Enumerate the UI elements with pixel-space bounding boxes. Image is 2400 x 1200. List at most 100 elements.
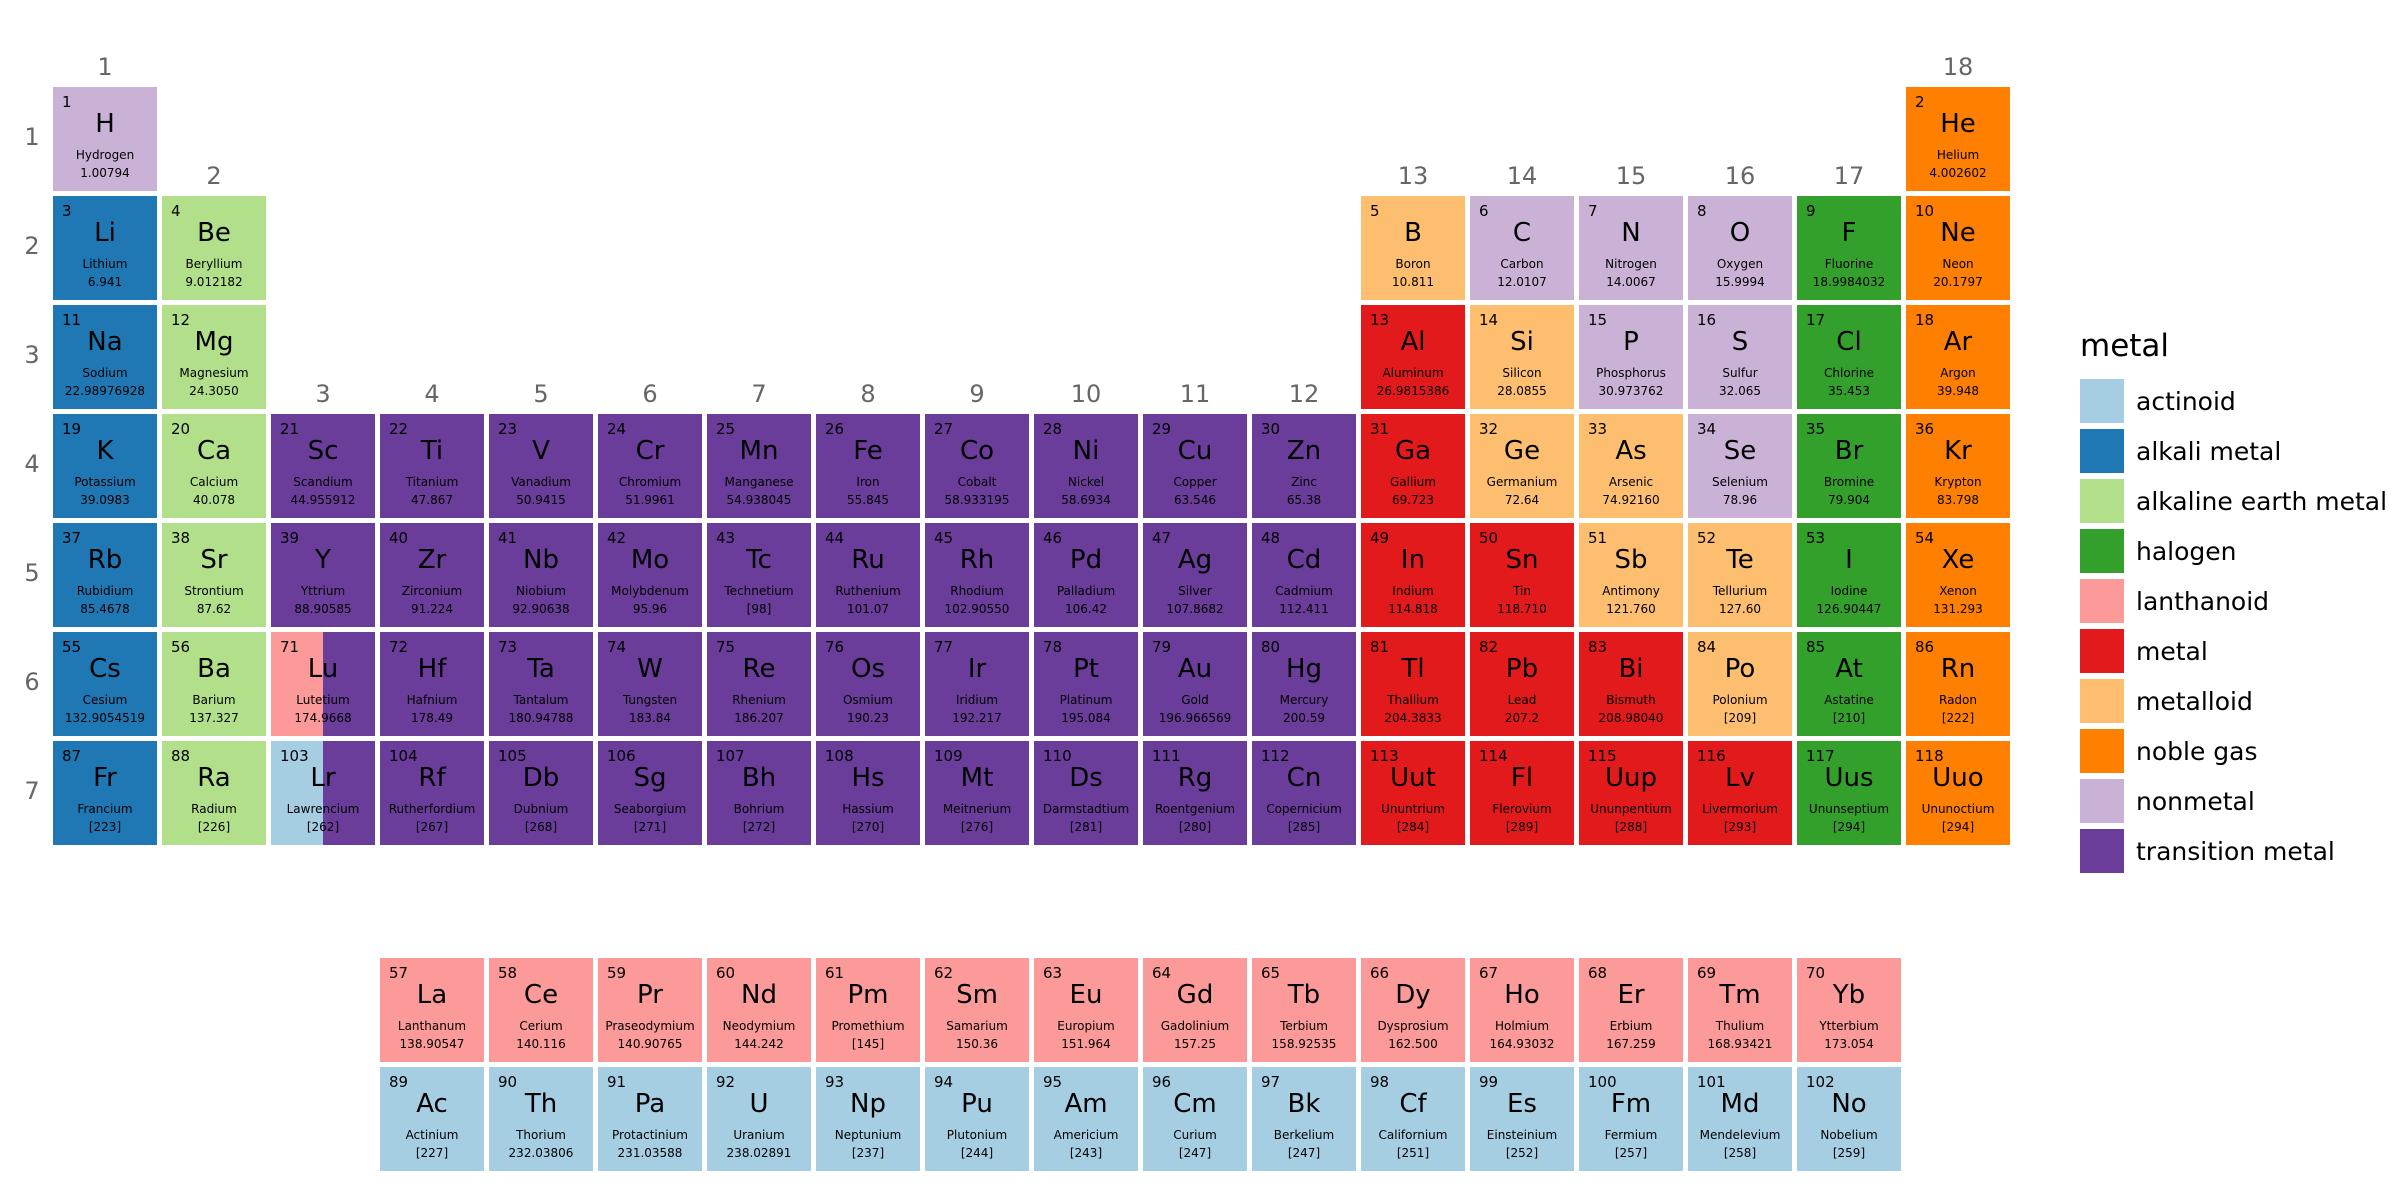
group-label: 17 [1833, 162, 1865, 190]
element-number: 100 [1588, 1073, 1617, 1091]
element-cell: 77 Ir Iridium 192.217 [925, 632, 1029, 736]
element-weight: 200.59 [1283, 711, 1325, 725]
element-weight: 1.00794 [80, 166, 130, 180]
element-cell: 83 Bi Bismuth 208.98040 [1579, 632, 1683, 736]
period-label: 6 [24, 668, 40, 696]
element-cell: 110 Ds Darmstadtium [281] [1034, 741, 1138, 845]
element-weight: [289] [1505, 820, 1539, 834]
element-name: Mendelevium [1699, 1128, 1781, 1142]
element-cell: 44 Ru Ruthenium 101.07 [816, 523, 920, 627]
element-number: 66 [1370, 964, 1390, 982]
element-number: 60 [716, 964, 736, 982]
element-number: 31 [1370, 420, 1390, 438]
element-number: 95 [1043, 1073, 1063, 1091]
element-weight: 127.60 [1719, 602, 1761, 616]
element-symbol: Pr [637, 980, 663, 1010]
element-cell: 61 Pm Promethium [145] [816, 958, 920, 1062]
element-symbol: Ra [197, 763, 231, 793]
element-weight: [251] [1396, 1146, 1430, 1160]
element-weight: 167.259 [1606, 1037, 1656, 1051]
element-cell: 28 Ni Nickel 58.6934 [1034, 414, 1138, 518]
element-symbol: Tb [1287, 980, 1321, 1010]
element-name: Lutetium [296, 693, 350, 707]
element-number: 4 [171, 202, 181, 220]
element-cell: 101 Md Mendelevium [258] [1688, 1067, 1792, 1171]
element-symbol: P [1623, 327, 1639, 357]
period-label: 1 [24, 123, 40, 151]
element-symbol: Ta [527, 654, 555, 684]
element-symbol: Os [850, 654, 885, 684]
element-number: 79 [1152, 638, 1172, 656]
element-symbol: U [749, 1089, 769, 1119]
element-number: 98 [1370, 1073, 1390, 1091]
legend-label: lanthanoid [2136, 586, 2270, 616]
element-cell: 36 Kr Krypton 83.798 [1906, 414, 2010, 518]
element-weight: 74.92160 [1602, 493, 1660, 507]
element-weight: 47.867 [411, 493, 453, 507]
element-number: 55 [62, 638, 82, 656]
element-name: Arsenic [1608, 475, 1654, 489]
element-symbol: Kr [1944, 436, 1972, 466]
element-weight: [209] [1723, 711, 1757, 725]
element-cell: 113 Uut Ununtrium [284] [1361, 741, 1465, 845]
element-symbol: Am [1064, 1089, 1108, 1119]
element-name: Ytterbium [1819, 1019, 1879, 1033]
element-name: Molybdenum [611, 584, 689, 598]
element-cell: 81 Tl Thallium 204.3833 [1361, 632, 1465, 736]
element-number: 7 [1588, 202, 1598, 220]
element-symbol: He [1940, 109, 1976, 139]
element-number: 12 [171, 311, 191, 329]
element-cell: 16 S Sulfur 32.065 [1688, 305, 1792, 409]
element-name: Ununoctium [1921, 802, 1995, 816]
element-cell: 70 Yb Ytterbium 173.054 [1797, 958, 1901, 1062]
element-symbol: Y [315, 545, 331, 575]
element-name: Europium [1057, 1019, 1115, 1033]
element-name: Potassium [74, 475, 136, 489]
element-number: 49 [1370, 529, 1390, 547]
element-symbol: Rg [1177, 763, 1213, 793]
legend-label: halogen [2136, 536, 2237, 566]
element-weight: 196.966569 [1158, 711, 1232, 725]
element-cell: 93 Np Neptunium [237] [816, 1067, 920, 1171]
element-name: Berkelium [1273, 1128, 1335, 1142]
element-cell: 86 Rn Radon [222] [1906, 632, 2010, 736]
element-symbol: Eu [1069, 980, 1103, 1010]
element-weight: 87.62 [196, 602, 232, 616]
period-label: 4 [24, 450, 40, 478]
element-weight: 106.42 [1065, 602, 1107, 616]
legend-label: actinoid [2136, 386, 2236, 416]
element-name: Livermorium [1702, 802, 1778, 816]
element-name: Zirconium [401, 584, 463, 598]
element-name: Roentgenium [1154, 802, 1236, 816]
legend-label: alkaline earth metal [2136, 486, 2388, 516]
element-number: 115 [1588, 747, 1617, 765]
element-name: Cesium [82, 693, 128, 707]
element-weight: 140.90765 [617, 1037, 683, 1051]
element-cell: 50 Sn Tin 118.710 [1470, 523, 1574, 627]
element-symbol: Pa [634, 1089, 666, 1119]
element-symbol: K [96, 436, 114, 466]
element-symbol: Bh [741, 763, 777, 793]
element-name: Meitnerium [942, 802, 1012, 816]
element-symbol: Pt [1073, 654, 1099, 684]
element-name: Bromine [1823, 475, 1875, 489]
group-label: 5 [533, 380, 549, 408]
group-label: 8 [860, 380, 876, 408]
element-name: Polonium [1712, 693, 1768, 707]
element-name: Xenon [1939, 584, 1977, 598]
element-weight: [244] [960, 1146, 994, 1160]
element-name: Tin [1513, 584, 1531, 598]
element-cell: 109 Mt Meitnerium [276] [925, 741, 1029, 845]
element-weight: 39.0983 [80, 493, 130, 507]
element-cell: 18 Ar Argon 39.948 [1906, 305, 2010, 409]
element-name: Ununpentium [1590, 802, 1672, 816]
element-name: Radium [191, 802, 237, 816]
element-symbol: Si [1510, 327, 1534, 357]
element-number: 46 [1043, 529, 1063, 547]
element-number: 6 [1479, 202, 1489, 220]
element-number: 68 [1588, 964, 1608, 982]
element-symbol: Fm [1610, 1089, 1652, 1119]
legend-item: nonmetal [2080, 776, 2387, 826]
element-name: Promethium [831, 1019, 905, 1033]
element-cell: 46 Pd Palladium 106.42 [1034, 523, 1138, 627]
